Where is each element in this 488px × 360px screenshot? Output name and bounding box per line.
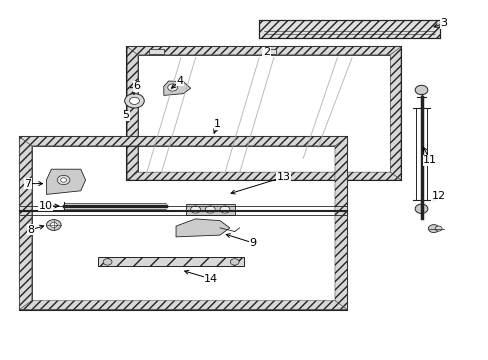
Bar xyxy=(149,49,163,54)
Text: 14: 14 xyxy=(204,274,218,284)
Text: 1: 1 xyxy=(214,119,221,129)
Polygon shape xyxy=(176,219,229,237)
Text: 13: 13 xyxy=(276,172,290,182)
Text: 3: 3 xyxy=(440,18,447,28)
Circle shape xyxy=(103,258,112,265)
Text: 10: 10 xyxy=(39,201,52,211)
Polygon shape xyxy=(259,20,439,38)
Circle shape xyxy=(57,175,70,185)
Circle shape xyxy=(427,225,438,233)
Text: 8: 8 xyxy=(27,225,34,235)
Polygon shape xyxy=(98,257,244,266)
Text: 2: 2 xyxy=(263,47,269,57)
Circle shape xyxy=(124,94,144,108)
Polygon shape xyxy=(389,47,400,180)
Bar xyxy=(261,49,276,54)
Circle shape xyxy=(46,220,61,230)
Text: 9: 9 xyxy=(249,238,256,248)
Polygon shape xyxy=(185,204,234,215)
Polygon shape xyxy=(20,137,346,146)
Circle shape xyxy=(434,226,441,231)
Text: 12: 12 xyxy=(431,191,445,201)
Circle shape xyxy=(50,222,57,228)
Polygon shape xyxy=(46,169,85,194)
Circle shape xyxy=(190,206,200,213)
Polygon shape xyxy=(127,47,138,180)
Text: 7: 7 xyxy=(24,179,31,189)
Polygon shape xyxy=(163,81,190,95)
Polygon shape xyxy=(127,47,400,55)
Circle shape xyxy=(205,206,215,213)
Circle shape xyxy=(414,204,427,213)
Circle shape xyxy=(414,85,427,95)
Circle shape xyxy=(129,97,139,104)
Polygon shape xyxy=(20,137,32,310)
Circle shape xyxy=(230,258,239,265)
Circle shape xyxy=(167,84,177,91)
Text: 6: 6 xyxy=(133,81,140,91)
Polygon shape xyxy=(127,172,400,180)
Circle shape xyxy=(220,206,229,213)
Text: 5: 5 xyxy=(122,110,129,120)
Polygon shape xyxy=(20,301,346,310)
Circle shape xyxy=(61,178,66,182)
Polygon shape xyxy=(334,137,346,310)
Text: 11: 11 xyxy=(423,155,436,165)
Text: 4: 4 xyxy=(176,76,183,86)
